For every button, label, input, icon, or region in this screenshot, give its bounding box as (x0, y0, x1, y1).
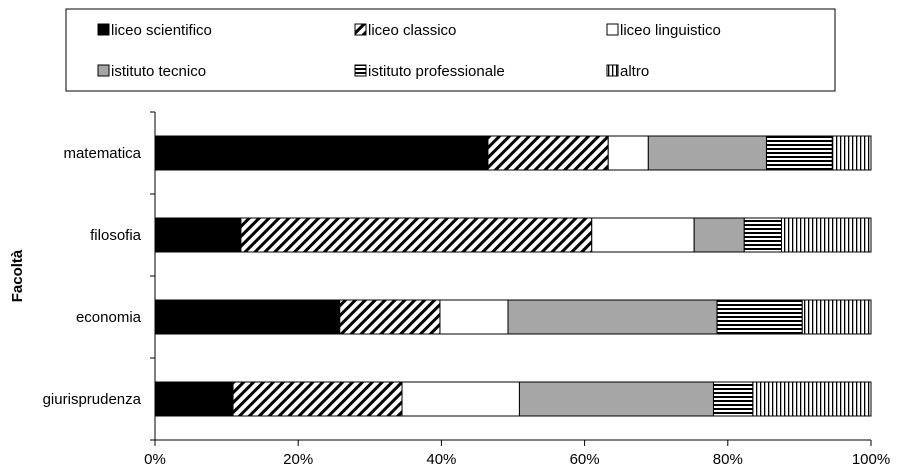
bar-segment-economia-istituto-professionale (716, 299, 803, 335)
legend-item-liceo-classico: liceo classico (354, 22, 456, 39)
plot-area: matematica filosofia economia giurisprudenz… (9, 111, 890, 468)
legend-swatch (606, 64, 619, 77)
bar-segment-filosofia-istituto-professionale (743, 217, 783, 253)
bar-segment-matematica-liceo-classico (487, 135, 609, 171)
legend-item-liceo-scientifico: liceo scientifico (97, 22, 212, 39)
y-axis-title: Facoltà (9, 249, 26, 302)
category-label-economia: economia (76, 309, 142, 326)
legend: liceo scientifico liceo classico liceo lin… (65, 8, 836, 92)
bar-segment-filosofia-liceo-scientifico (154, 217, 242, 253)
bar-segment-economia-istituto-tecnico (507, 299, 718, 335)
bar-segment-matematica-istituto-tecnico (647, 135, 767, 171)
bar-segment-giurisprudenza-liceo-classico (232, 381, 403, 417)
bar-segment-matematica-liceo-linguistico (607, 135, 649, 171)
category-label-giurisprudenza: giurisprudenza (43, 391, 142, 408)
x-tick-label: 20% (283, 451, 313, 468)
legend-swatch (97, 64, 110, 77)
legend-swatch (354, 23, 367, 36)
x-tick-label: 80% (713, 451, 743, 468)
x-tick-label: 100% (852, 451, 890, 468)
bar-segment-giurisprudenza-istituto-tecnico (518, 381, 714, 417)
bar-segment-matematica-liceo-scientifico (154, 135, 489, 171)
bar-segment-giurisprudenza-altro (752, 381, 872, 417)
bar-segment-giurisprudenza-liceo-linguistico (401, 381, 520, 417)
bar-segment-economia-altro (801, 299, 872, 335)
legend-label: istituto professionale (368, 63, 505, 80)
bar-segment-filosofia-istituto-tecnico (693, 217, 745, 253)
legend-label: istituto tecnico (111, 63, 206, 80)
legend-label: liceo classico (368, 22, 456, 39)
x-tick-label: 40% (426, 451, 456, 468)
bar-segment-filosofia-altro (781, 217, 872, 253)
bar-segment-economia-liceo-linguistico (439, 299, 509, 335)
category-label-matematica: matematica (63, 145, 141, 162)
legend-item-liceo-linguistico: liceo linguistico (606, 22, 721, 39)
legend-label: altro (620, 63, 649, 80)
legend-item-altro: altro (606, 63, 649, 80)
bar-segment-filosofia-liceo-classico (240, 217, 593, 253)
legend-item-istituto-tecnico: istituto tecnico (97, 63, 206, 80)
legend-box (65, 8, 836, 92)
legend-label: liceo linguistico (620, 22, 721, 39)
bar-segment-matematica-altro (831, 135, 872, 171)
legend-swatch (354, 64, 367, 77)
bar-segment-filosofia-liceo-linguistico (591, 217, 695, 253)
legend-item-istituto-professionale: istituto professionale (354, 63, 505, 80)
bar-segment-giurisprudenza-istituto-professionale (712, 381, 754, 417)
x-tick-label: 0% (144, 451, 166, 468)
bar-segment-matematica-istituto-professionale (765, 135, 833, 171)
bar-segment-economia-liceo-classico (339, 299, 441, 335)
x-tick-label: 60% (570, 451, 600, 468)
legend-swatch (97, 23, 110, 36)
bar-segment-economia-liceo-scientifico (154, 299, 341, 335)
bar-segment-giurisprudenza-liceo-scientifico (154, 381, 234, 417)
legend-swatch (606, 23, 619, 36)
category-label-filosofia: filosofia (90, 227, 142, 244)
legend-label: liceo scientifico (111, 22, 212, 39)
